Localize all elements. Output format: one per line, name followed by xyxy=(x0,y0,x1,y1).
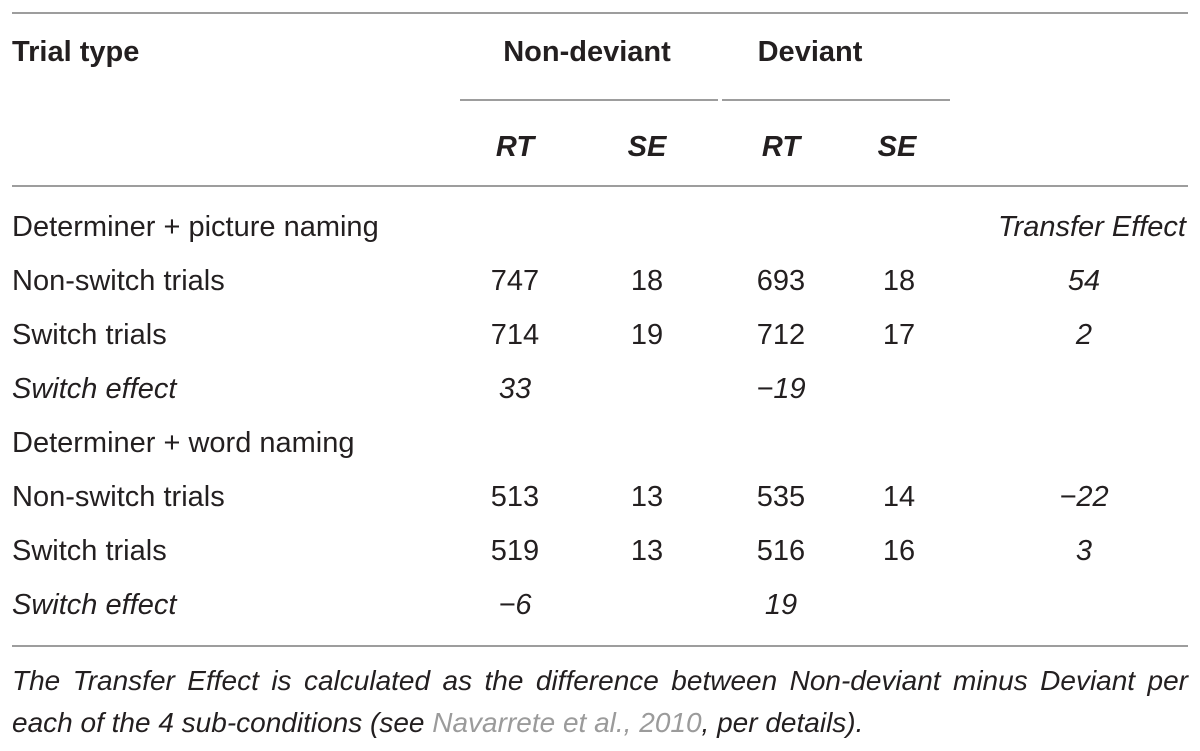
nd-se-value: 19 xyxy=(630,319,664,351)
header-bottom-rule xyxy=(12,185,1188,187)
switch-effect-nd: −6 xyxy=(498,589,532,621)
switch-effect-label: Switch effect xyxy=(12,373,177,405)
header-nd-se: SE xyxy=(627,131,667,163)
d-se-value: 14 xyxy=(882,481,916,513)
d-se-value: 18 xyxy=(882,265,916,297)
transfer-value: 54 xyxy=(1067,265,1101,297)
non-deviant-span-rule xyxy=(460,99,718,101)
nd-se-value: 13 xyxy=(630,481,664,513)
footnote-text-end: , per details). xyxy=(701,707,864,738)
switch-effect-label: Switch effect xyxy=(12,589,177,621)
header-trial-type: Trial type xyxy=(12,36,140,68)
bottom-rule xyxy=(12,645,1188,647)
row-label: Switch trials xyxy=(12,535,167,567)
switch-effect-d: −19 xyxy=(756,373,806,405)
nd-se-value: 13 xyxy=(630,535,664,567)
deviant-span-rule xyxy=(722,99,950,101)
d-se-value: 17 xyxy=(882,319,916,351)
d-rt-value: 535 xyxy=(756,481,806,513)
transfer-value: 3 xyxy=(1075,535,1093,567)
nd-rt-value: 747 xyxy=(490,265,540,297)
row-label: Switch trials xyxy=(12,319,167,351)
table-footnote: The Transfer Effect is calculated as the… xyxy=(12,660,1188,744)
nd-rt-value: 714 xyxy=(490,319,540,351)
header-nd-rt: RT xyxy=(495,131,535,163)
top-rule xyxy=(12,12,1188,14)
section-label: Determiner + picture naming xyxy=(12,211,379,243)
switch-effect-d: 19 xyxy=(764,589,798,621)
header-non-deviant: Non-deviant xyxy=(503,36,671,68)
d-rt-value: 516 xyxy=(756,535,806,567)
citation-link[interactable]: Navarrete et al., 2010 xyxy=(432,707,702,738)
switch-effect-nd: 33 xyxy=(498,373,532,405)
header-d-se: SE xyxy=(877,131,917,163)
d-rt-value: 712 xyxy=(756,319,806,351)
d-rt-value: 693 xyxy=(756,265,806,297)
nd-se-value: 18 xyxy=(630,265,664,297)
section-label: Determiner + word naming xyxy=(12,427,355,459)
row-label: Non-switch trials xyxy=(12,265,225,297)
header-deviant: Deviant xyxy=(757,36,863,68)
nd-rt-value: 513 xyxy=(490,481,540,513)
row-label: Non-switch trials xyxy=(12,481,225,513)
nd-rt-value: 519 xyxy=(490,535,540,567)
transfer-value: 2 xyxy=(1075,319,1093,351)
transfer-value: −22 xyxy=(1059,481,1109,513)
header-d-rt: RT xyxy=(761,131,801,163)
header-transfer-effect: Transfer Effect xyxy=(997,211,1186,243)
footnote-text: The Transfer Effect is calculated as the… xyxy=(12,665,1188,738)
d-se-value: 16 xyxy=(882,535,916,567)
